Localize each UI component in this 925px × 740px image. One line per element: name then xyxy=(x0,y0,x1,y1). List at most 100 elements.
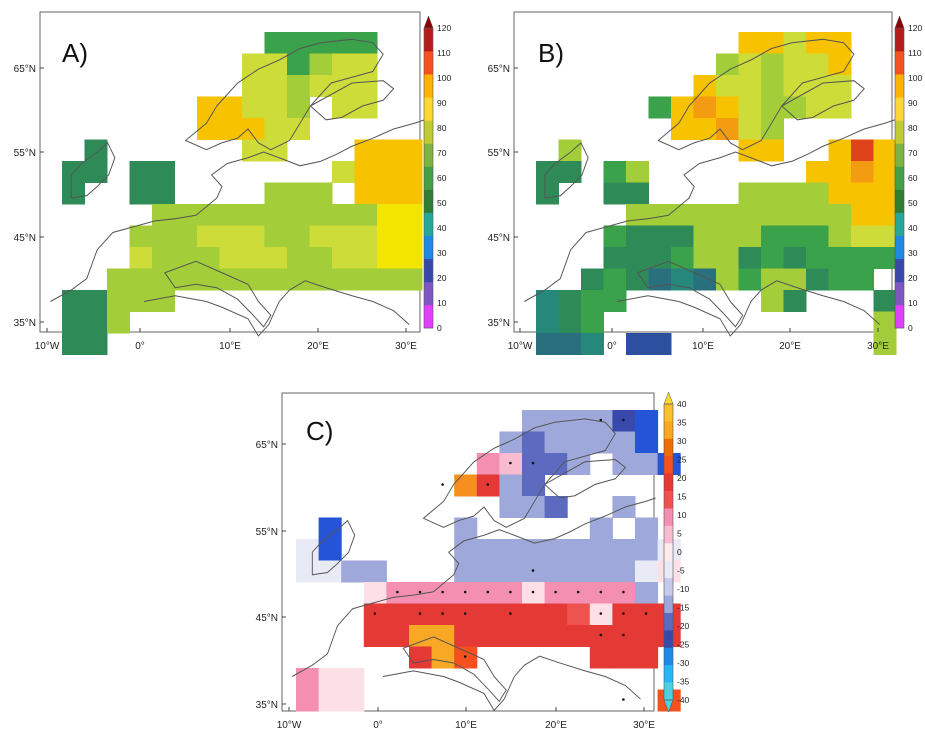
grid-cell xyxy=(761,290,784,312)
colorbar-tick-label: 40 xyxy=(677,399,687,409)
grid-cell xyxy=(242,118,265,140)
grid-cell xyxy=(499,539,523,561)
grid-cell xyxy=(309,204,333,226)
y-tick-label: 35°N xyxy=(256,700,278,711)
grid-cell xyxy=(716,204,739,226)
grid-cell xyxy=(454,539,478,561)
grid-cell xyxy=(806,268,829,291)
colorbar-swatch xyxy=(424,281,433,306)
panel-b-colorbar: 0 10 20 30 40 50 60 70 80 90 100 110 120 xyxy=(894,15,922,333)
grid-cell xyxy=(544,625,568,647)
grid-cell xyxy=(603,161,627,183)
colorbar-swatch xyxy=(895,258,904,283)
grid-cell xyxy=(129,268,153,291)
grid-cell xyxy=(62,290,85,312)
grid-cell xyxy=(648,333,672,355)
grid-cell xyxy=(377,268,400,291)
grid-cell xyxy=(783,32,807,54)
grid-cell xyxy=(287,225,310,248)
grid-cell xyxy=(84,333,108,355)
grid-cell xyxy=(363,560,387,583)
colorbar-tick-label: 100 xyxy=(437,73,451,83)
grid-cell xyxy=(671,247,694,269)
grid-cell xyxy=(354,225,378,248)
grid-cell xyxy=(152,247,175,269)
panel-a: A) 10°W 0° 10°E 20°E 30°E 35°N 45°N 55°N 65°N 0 1… xyxy=(14,11,451,355)
grid-cell xyxy=(567,603,591,626)
grid-cell xyxy=(386,625,410,647)
grid-cell xyxy=(806,204,829,226)
grid-cell xyxy=(197,96,220,119)
grid-cell xyxy=(828,96,852,119)
grid-cell xyxy=(738,118,762,140)
grid-cell xyxy=(648,204,672,226)
colorbar-swatch xyxy=(424,166,433,190)
colorbar-swatch xyxy=(895,281,904,306)
grid-cell xyxy=(152,290,175,312)
significance-dot xyxy=(486,590,490,594)
colorbar-tick-label: 25 xyxy=(677,455,687,465)
grid-cell xyxy=(851,247,874,269)
grid-cell xyxy=(354,96,378,119)
significance-dot xyxy=(463,612,467,615)
y-tick-label: 55°N xyxy=(14,148,36,159)
grid-cell xyxy=(648,247,672,269)
grid-cell xyxy=(62,311,85,334)
grid-cell xyxy=(287,53,310,76)
grid-cell xyxy=(522,625,546,647)
grid-cell xyxy=(499,474,523,497)
grid-cell xyxy=(152,161,175,183)
grid-cell xyxy=(318,539,342,561)
panel-a-label: A) xyxy=(62,38,88,68)
grid-cell xyxy=(399,204,423,226)
grid-cell xyxy=(332,75,355,97)
colorbar-frame xyxy=(894,27,905,329)
grid-cell xyxy=(377,204,400,226)
colorbar-swatch xyxy=(424,28,433,52)
colorbar-tick-label: 20 xyxy=(908,273,918,283)
significance-dot xyxy=(441,612,444,615)
grid-cell xyxy=(354,182,378,205)
significance-dot xyxy=(622,590,625,594)
colorbar-swatch xyxy=(424,97,433,121)
y-tick-label: 65°N xyxy=(256,440,278,451)
grid-cell xyxy=(671,204,694,226)
significance-dot xyxy=(599,590,603,594)
grid-cell xyxy=(558,139,582,162)
grid-cell xyxy=(851,204,874,226)
colorbar-swatch xyxy=(664,525,673,544)
grid-cell xyxy=(219,225,243,248)
grid-cell xyxy=(873,247,897,269)
grid-cell xyxy=(287,75,310,97)
y-tick-label: 55°N xyxy=(488,148,510,159)
grid-cell xyxy=(612,496,636,518)
grid-cell xyxy=(264,32,288,54)
x-tick-label: 0° xyxy=(373,720,383,731)
y-tick-label: 45°N xyxy=(488,233,510,244)
colorbar-swatch xyxy=(895,235,904,260)
grid-cell xyxy=(558,161,582,183)
grid-cell xyxy=(716,225,739,248)
grid-cell xyxy=(332,32,355,54)
significance-dot xyxy=(599,418,603,422)
grid-cell xyxy=(499,625,523,647)
colorbar-tick-label: 0 xyxy=(908,323,913,333)
significance-dot xyxy=(509,590,512,594)
grid-cell xyxy=(454,625,478,647)
significance-dot xyxy=(599,633,603,637)
grid-cell xyxy=(738,268,762,291)
grid-cell xyxy=(738,96,762,119)
colorbar-swatch xyxy=(424,304,433,329)
colorbar-top-arrow xyxy=(423,15,434,29)
grid-cell xyxy=(738,32,762,54)
panel-b-label: B) xyxy=(538,38,564,68)
grid-cell xyxy=(828,182,852,205)
grid-cell xyxy=(851,225,874,248)
panel-b: B) 10°W 0° 10°E 20°E 30°E 35°N 45°N 55°N 65°N 0 1… xyxy=(488,11,922,355)
colorbar-tick-label: 100 xyxy=(908,73,922,83)
significance-dot xyxy=(509,612,512,615)
grid-cell xyxy=(264,75,288,97)
grid-cell xyxy=(635,431,659,454)
grid-cell xyxy=(738,139,762,162)
grid-cell xyxy=(219,118,243,140)
